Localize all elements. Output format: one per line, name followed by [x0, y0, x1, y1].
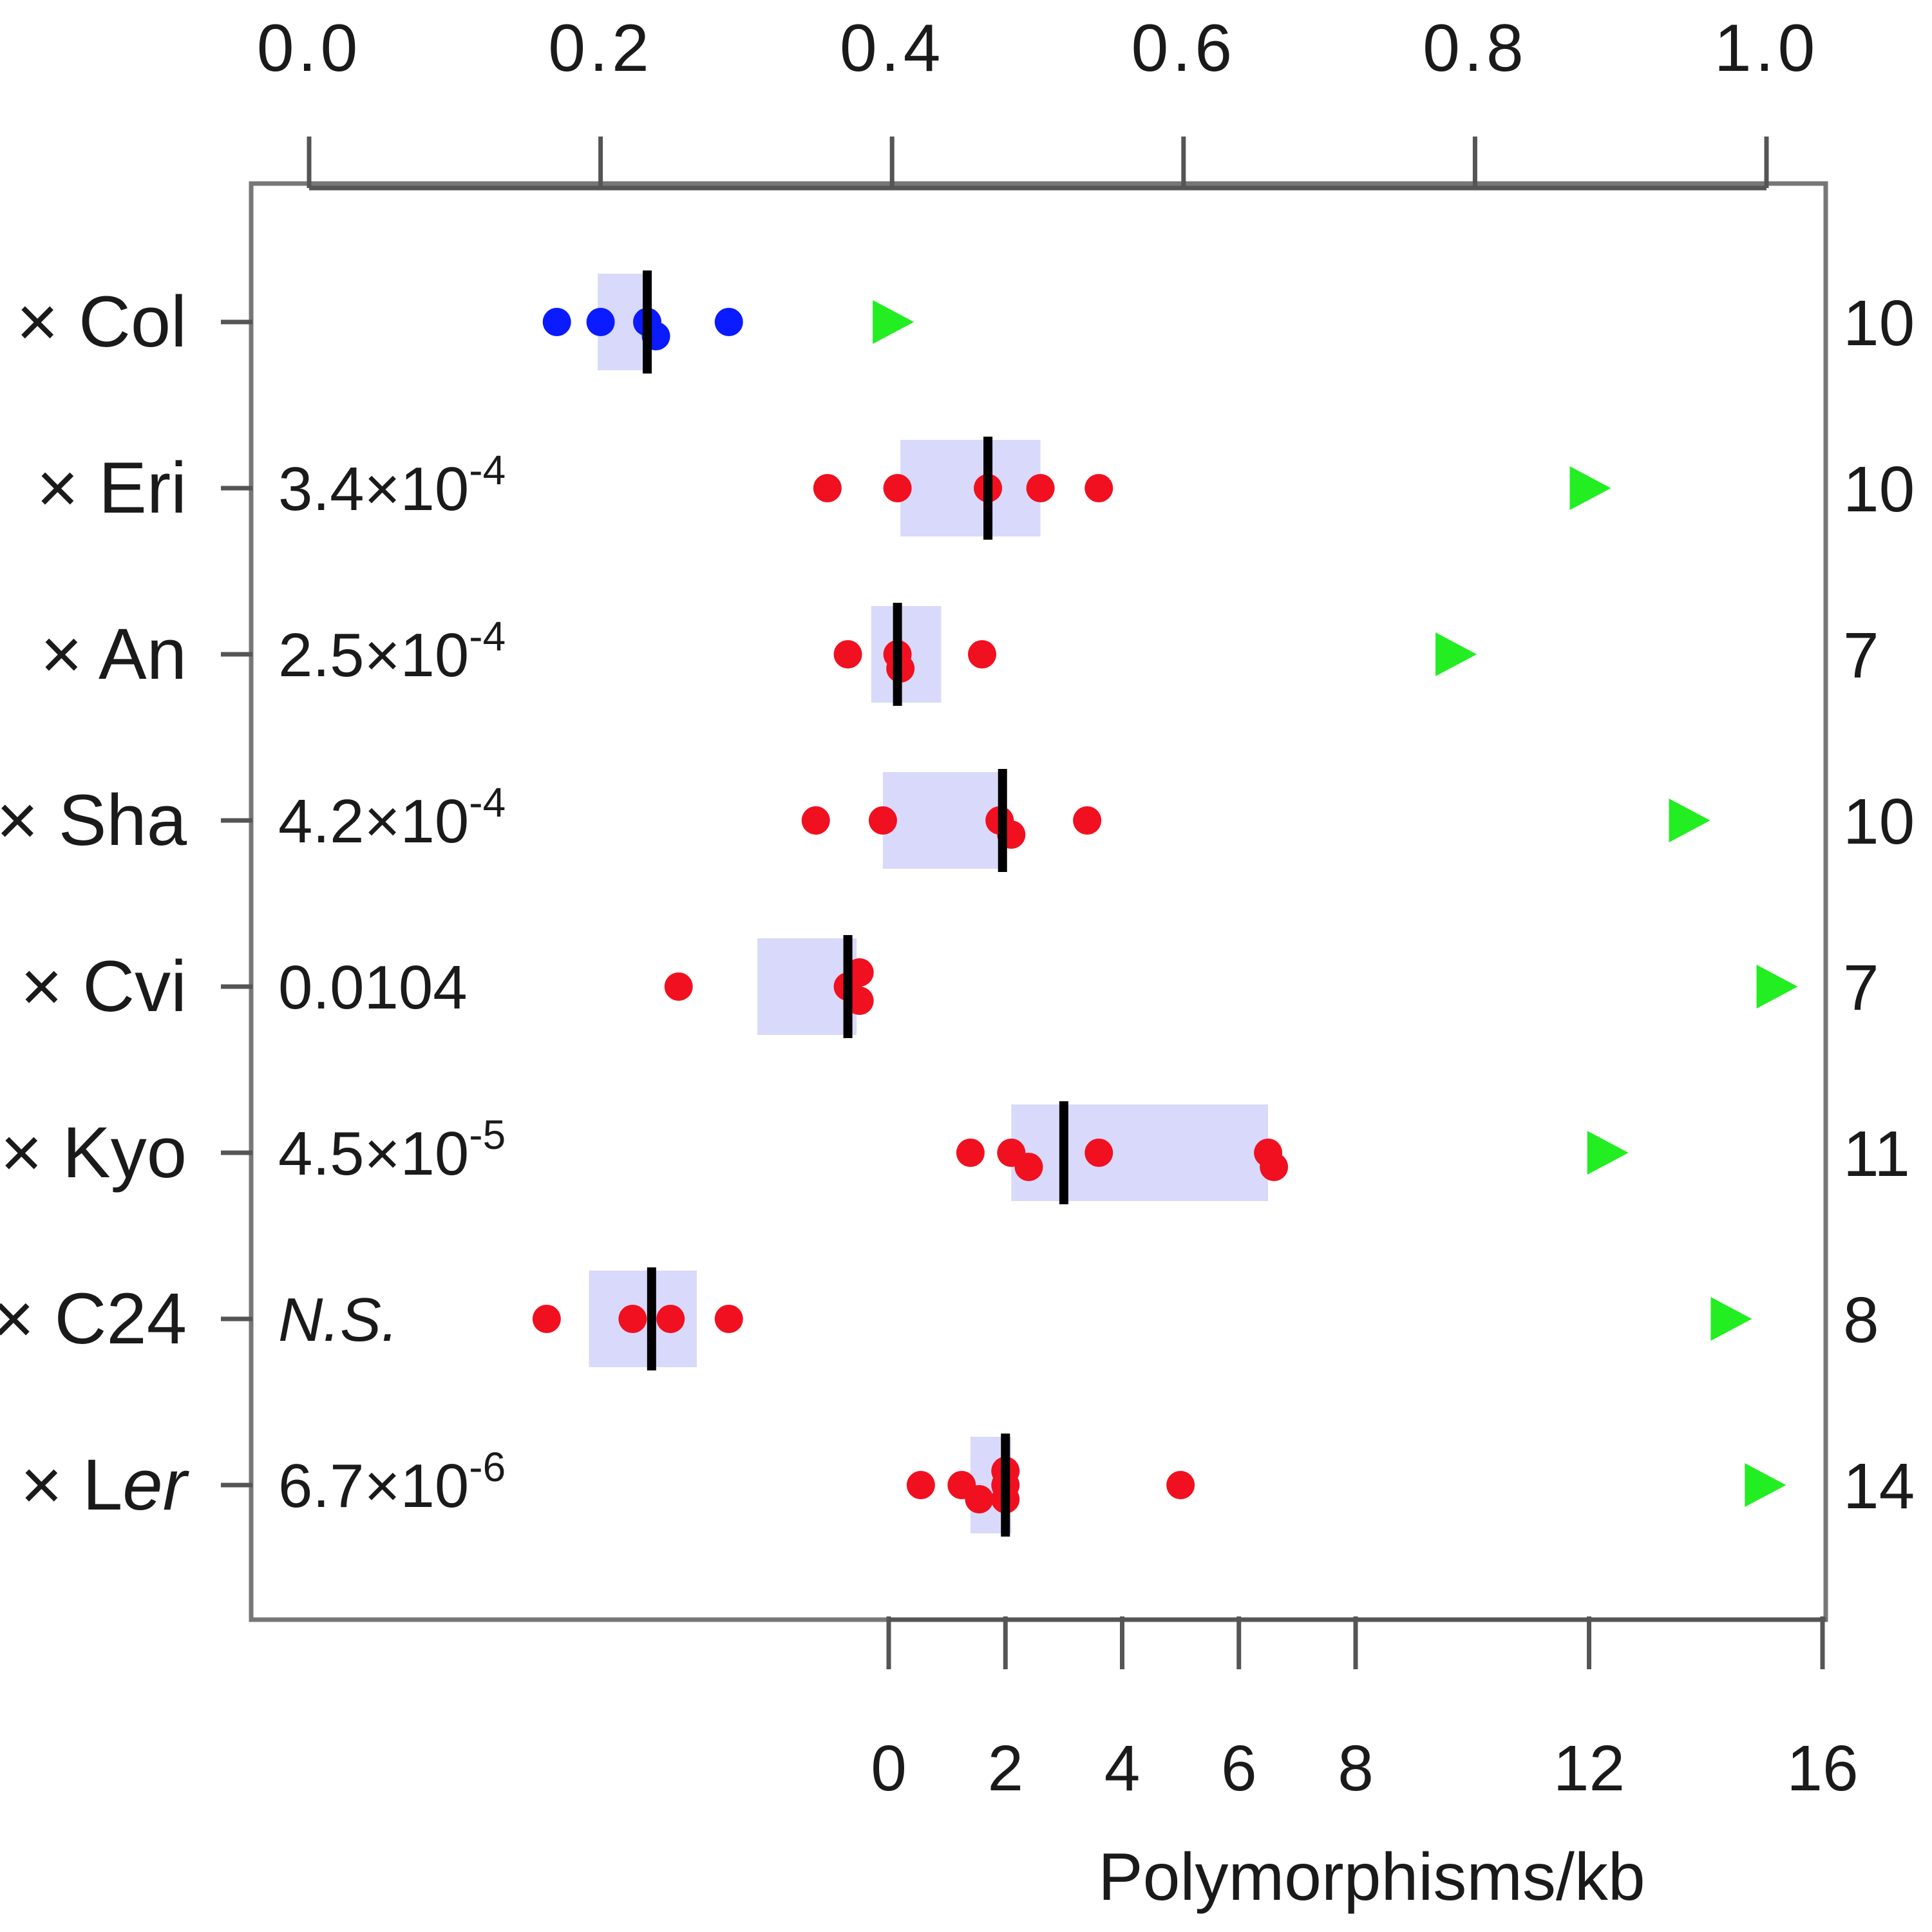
data-point — [1084, 1139, 1113, 1167]
row-label: × Kyo — [0, 1112, 187, 1193]
row-label-text: × Col — [16, 281, 187, 362]
top-tick-label: 0.0 — [257, 11, 362, 86]
data-point — [1260, 1153, 1289, 1181]
p-value-exponent: -4 — [469, 779, 506, 826]
iqr-box — [1011, 1104, 1269, 1201]
data-point — [906, 1471, 935, 1499]
data-point — [1084, 474, 1113, 502]
iqr-box — [882, 772, 1006, 869]
row-label: × Col — [16, 281, 187, 362]
data-point — [618, 1305, 647, 1333]
p-value-mantissa: 4.2×10 — [278, 787, 469, 856]
p-value: 0.0104 — [278, 953, 468, 1022]
top-tick-label: 0.6 — [1132, 11, 1236, 86]
top-tick-label: 0.8 — [1423, 11, 1528, 86]
sample-count: 10 — [1843, 287, 1915, 359]
data-point — [1073, 806, 1102, 835]
row-label: × Ler — [21, 1444, 190, 1525]
reference-triangle — [1587, 1131, 1629, 1175]
reference-triangle — [1745, 1463, 1786, 1507]
reference-triangle — [1756, 965, 1798, 1009]
row-label-text: × L — [21, 1444, 123, 1525]
p-value-exponent: -6 — [469, 1444, 506, 1490]
bottom-tick-label: 0 — [871, 1732, 907, 1804]
sample-count: 10 — [1843, 786, 1915, 858]
reference-triangle — [1569, 466, 1611, 510]
data-point — [845, 958, 874, 987]
data-point — [586, 308, 615, 336]
reference-triangle — [1669, 799, 1710, 842]
bottom-tick-label: 2 — [987, 1732, 1023, 1804]
bottom-tick-label: 12 — [1553, 1732, 1625, 1804]
data-point — [532, 1305, 561, 1333]
p-value-exponent: -4 — [469, 447, 506, 493]
data-point — [956, 1139, 985, 1167]
sample-count: 11 — [1843, 1118, 1910, 1190]
row-label: × C24 — [0, 1278, 187, 1359]
p-value-exponent: -4 — [469, 613, 506, 659]
row-label-text: × C24 — [0, 1278, 187, 1359]
bottom-tick-label: 8 — [1338, 1732, 1374, 1804]
p-value: 6.7×10-6 — [278, 1444, 506, 1520]
row-label: × Eri — [37, 448, 187, 528]
row-label-text: × Kyo — [0, 1112, 187, 1193]
top-tick-label: 0.4 — [840, 11, 945, 86]
data-point — [1166, 1471, 1195, 1499]
p-value: 2.5×10-4 — [278, 613, 506, 690]
data-point — [845, 987, 874, 1015]
iqr-box — [900, 440, 1041, 536]
data-point — [656, 1305, 685, 1333]
reference-triangle — [1710, 1297, 1752, 1341]
data-point — [1014, 1153, 1043, 1181]
reference-triangle — [873, 300, 914, 344]
data-point — [542, 308, 571, 336]
bottom-tick-label: 16 — [1786, 1732, 1858, 1804]
sample-count: 7 — [1843, 952, 1879, 1024]
data-point — [714, 308, 743, 336]
p-value-mantissa: 6.7×10 — [278, 1452, 469, 1520]
plot-frame — [249, 181, 1828, 1622]
top-tick-label: 0.2 — [548, 11, 653, 86]
bottom-tick-label: 6 — [1221, 1732, 1257, 1804]
row-label: × An — [41, 614, 187, 694]
data-point — [833, 640, 862, 668]
data-point — [714, 1305, 743, 1333]
data-point — [664, 972, 693, 1001]
data-point — [801, 806, 830, 835]
row-label-text: × An — [41, 614, 187, 694]
bottom-tick-label: 4 — [1104, 1732, 1141, 1804]
p-value: 4.2×10-4 — [278, 779, 506, 856]
data-point — [968, 640, 996, 668]
p-value-mantissa: 3.4×10 — [278, 455, 469, 524]
sample-count: 7 — [1843, 620, 1879, 692]
row-label: × Cvi — [21, 946, 187, 1027]
p-value-mantissa: 2.5×10 — [278, 621, 469, 690]
x-axis-title: Polymorphisms/kb — [1098, 1840, 1645, 1915]
row-label-text: × Sha — [0, 780, 187, 860]
sample-count: 8 — [1843, 1284, 1879, 1356]
row-label: × Sha — [0, 780, 187, 860]
top-tick-label: 1.0 — [1714, 11, 1819, 86]
p-value-mantissa: 0.0104 — [278, 953, 468, 1022]
sample-count: 10 — [1843, 453, 1915, 526]
data-point — [813, 474, 842, 502]
sample-count: 14 — [1843, 1450, 1915, 1522]
p-value: 3.4×10-4 — [278, 447, 506, 524]
p-value-mantissa: N.S. — [278, 1285, 399, 1354]
data-point — [883, 474, 912, 502]
p-value: N.S. — [278, 1285, 399, 1354]
p-value: 4.5×10-5 — [278, 1112, 506, 1188]
p-value-exponent: -5 — [469, 1112, 506, 1158]
row-label-italic: er — [122, 1444, 189, 1525]
reference-triangle — [1435, 632, 1477, 676]
p-value-mantissa: 4.5×10 — [278, 1119, 469, 1188]
row-label-text: × Eri — [37, 448, 187, 528]
data-point — [868, 806, 897, 835]
row-label-text: × Cvi — [21, 946, 187, 1027]
data-point — [1026, 474, 1055, 502]
data-point — [965, 1485, 994, 1513]
